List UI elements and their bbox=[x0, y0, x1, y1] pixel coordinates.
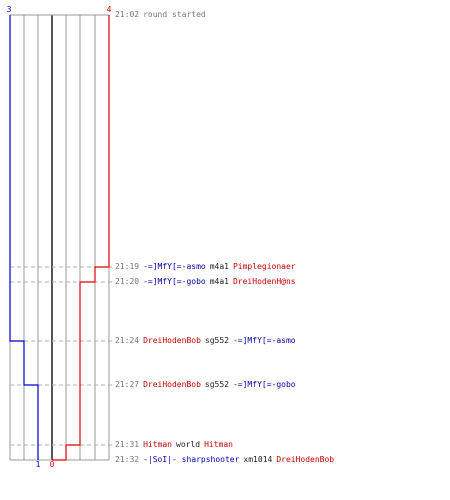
event-time: 21:24 bbox=[115, 336, 140, 345]
red-end-score: 0 bbox=[50, 460, 55, 469]
event-time: 21:31 bbox=[115, 440, 140, 449]
event-row: 21:20 -=]MfY[=-gobo m4a1 DreiHodenH@ns bbox=[115, 277, 300, 287]
event-part: DreiHodenBob bbox=[143, 336, 201, 345]
blue-start-score: 3 bbox=[7, 5, 12, 14]
event-part: -=]MfY[=-gobo bbox=[232, 380, 296, 389]
event-part: xm1014 bbox=[243, 455, 273, 464]
event-part: world bbox=[176, 440, 201, 449]
event-row: 21:31 Hitman world Hitman bbox=[115, 440, 237, 450]
event-part: -=]MfY[=-asmo bbox=[232, 336, 296, 345]
red-start-score: 4 bbox=[107, 5, 112, 14]
event-part: sg552 bbox=[204, 380, 229, 389]
event-row: 21:02 round started bbox=[115, 10, 210, 20]
event-time: 21:27 bbox=[115, 380, 140, 389]
red-team-line bbox=[52, 15, 110, 461]
event-part: m4a1 bbox=[209, 262, 229, 271]
blue-team-line bbox=[9, 15, 39, 460]
blue-end-score: 1 bbox=[36, 460, 41, 469]
event-row: 21:27 DreiHodenBob sg552 -=]MfY[=-gobo bbox=[115, 380, 300, 390]
event-part: Hitman bbox=[143, 440, 172, 449]
event-row: 21:19 -=]MfY[=-asmo m4a1 Pimplegionaer bbox=[115, 262, 300, 272]
event-part: DreiHodenBob bbox=[276, 455, 335, 464]
event-part: DreiHodenH@ns bbox=[232, 277, 296, 286]
event-row: 21:24 DreiHodenBob sg552 -=]MfY[=-asmo bbox=[115, 336, 300, 346]
event-part: sg552 bbox=[204, 336, 229, 345]
event-part: round started bbox=[143, 10, 206, 19]
event-time: 21:19 bbox=[115, 262, 140, 271]
event-part: Hitman bbox=[204, 440, 233, 449]
event-part: Pimplegionaer bbox=[232, 262, 296, 271]
event-time: 21:32 bbox=[115, 455, 140, 464]
event-part: -=]MfY[=-gobo bbox=[143, 277, 206, 286]
event-time: 21:02 bbox=[115, 10, 140, 19]
event-row: 21:32 -|SoI|- sharpshooter xm1014 DreiHoden… bbox=[115, 455, 338, 465]
event-part: m4a1 bbox=[209, 277, 229, 286]
event-part: -=]MfY[=-asmo bbox=[143, 262, 206, 271]
event-part: -|SoI|- sharpshooter bbox=[143, 455, 240, 464]
event-time: 21:20 bbox=[115, 277, 140, 286]
event-part: DreiHodenBob bbox=[143, 380, 201, 389]
